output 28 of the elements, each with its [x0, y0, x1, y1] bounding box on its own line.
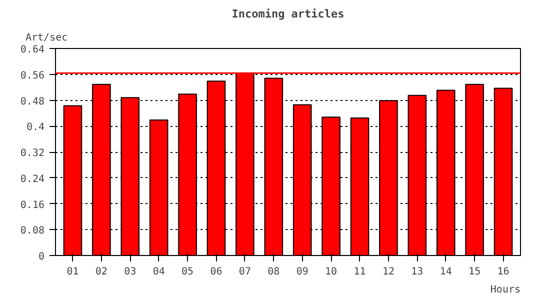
x-tick-label: 14 — [440, 266, 452, 278]
x-tick-label: 01 — [66, 266, 79, 278]
x-axis-title: Hours — [490, 284, 521, 296]
y-axis-title: Art/sec — [26, 32, 68, 44]
y-tick-label: 0 — [38, 252, 45, 262]
x-tick-label: 08 — [268, 266, 280, 278]
x-tick-label: 04 — [152, 266, 165, 278]
y-tick-label: 0.56 — [20, 70, 45, 82]
x-tick-label: 16 — [497, 266, 510, 278]
x-tick-label: 11 — [354, 266, 366, 278]
x-tick-label: 13 — [411, 266, 424, 278]
x-tick-label: 03 — [124, 266, 136, 278]
x-tick-label: 06 — [210, 266, 222, 278]
x-tick-label: 05 — [182, 266, 194, 278]
x-tick-label: 07 — [238, 266, 251, 278]
x-tick-label: 02 — [95, 266, 108, 278]
y-tick-label: 0.08 — [20, 226, 45, 237]
y-tick-label: 0.48 — [20, 96, 45, 108]
y-tick-label: 0.32 — [20, 148, 45, 159]
x-tick-label: 09 — [296, 266, 308, 278]
y-tick-label: 0.16 — [20, 200, 45, 211]
y-tick-label: 0.64 — [20, 44, 45, 56]
y-tick-label: 0.4 — [26, 122, 44, 134]
chart-title: Incoming articles — [232, 8, 344, 20]
x-tick-label: 10 — [325, 266, 338, 278]
y-tick-label: 0.24 — [20, 174, 45, 185]
x-tick-label: 15 — [468, 266, 481, 278]
x-tick-label: 12 — [382, 266, 394, 278]
